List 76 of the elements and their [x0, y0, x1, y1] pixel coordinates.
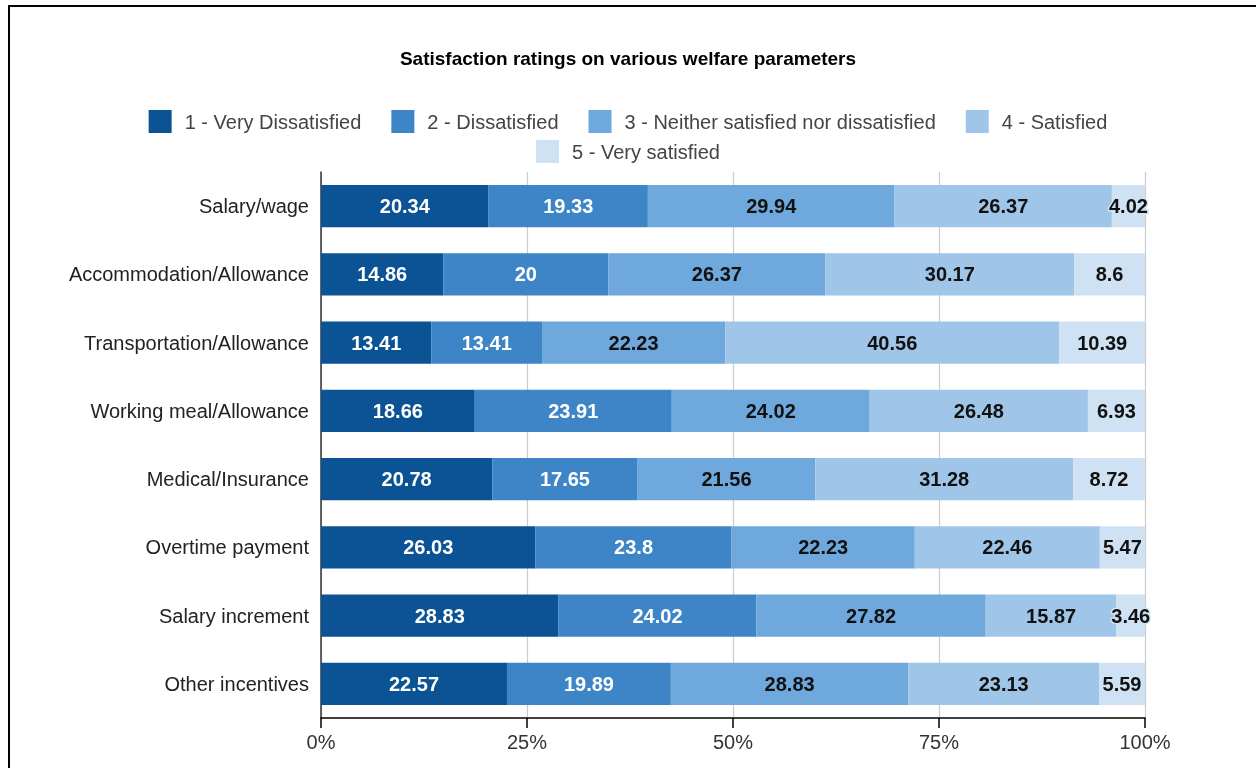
- data-label: 8.6: [1095, 263, 1124, 286]
- data-label: 23.13: [978, 672, 1029, 695]
- bar: [443, 253, 609, 296]
- data-label: 4.02: [1108, 195, 1148, 218]
- y-tick-label: Salary/wage: [198, 195, 309, 218]
- data-label: 13.41: [351, 331, 402, 354]
- bar: [815, 457, 1074, 501]
- data-label: 27.82: [846, 604, 897, 627]
- data-label: 10.39: [1077, 331, 1128, 354]
- data-label: 13.41: [461, 331, 512, 354]
- data-label: 31.28: [919, 468, 970, 491]
- bar: [542, 321, 726, 364]
- data-label: 23.8: [614, 536, 654, 559]
- x-tick-label: 25%: [506, 731, 548, 753]
- legend-label: 1 - Very Dissatisfied: [184, 110, 362, 133]
- bar: [535, 526, 732, 569]
- legend-label: 3 - Neither satisfied nor dissatisfied: [624, 110, 936, 133]
- data-label: 40.56: [867, 331, 918, 354]
- x-tick-label: 50%: [712, 731, 754, 753]
- data-label: 20: [514, 263, 537, 286]
- bar: [558, 594, 757, 637]
- data-label: 22.57: [388, 672, 440, 695]
- data-label: 20.78: [381, 468, 432, 491]
- y-tick-label: Salary increment: [158, 604, 310, 627]
- data-label: 28.83: [764, 672, 815, 695]
- legend-label: 2 - Dissatisfied: [427, 110, 559, 133]
- bar: [756, 594, 986, 637]
- bar: [474, 389, 672, 433]
- bar: [869, 389, 1088, 433]
- data-label: 6.93: [1096, 399, 1136, 422]
- y-tick-label: Working meal/Allowance: [90, 399, 309, 422]
- y-tick-label: Overtime payment: [145, 536, 310, 559]
- data-label: 3.46: [1111, 604, 1151, 627]
- data-label: 26.37: [691, 263, 742, 286]
- x-tick-label: 75%: [918, 731, 960, 753]
- x-tick-label: 100%: [1119, 731, 1171, 753]
- bar: [825, 253, 1075, 296]
- bar: [608, 253, 826, 296]
- y-tick-label: Transportation/Allowance: [84, 331, 309, 354]
- x-tick-label: 0%: [306, 731, 336, 753]
- data-label: 22.46: [982, 536, 1033, 559]
- data-label: 18.66: [372, 399, 423, 422]
- data-label: 19.33: [543, 195, 594, 218]
- data-label: 22.23: [608, 331, 659, 354]
- data-label: 5.47: [1102, 536, 1142, 559]
- legend-label: 4 - Satisfied: [1001, 110, 1108, 133]
- bar: [647, 184, 895, 228]
- data-label: 28.83: [414, 604, 465, 627]
- data-label: 24.02: [632, 604, 683, 627]
- legend-label: 5 - Very satisfied: [572, 140, 720, 163]
- data-label: 30.17: [924, 263, 975, 286]
- data-label: 17.65: [539, 468, 590, 491]
- data-label: 29.94: [746, 195, 798, 218]
- bar: [914, 526, 1100, 569]
- bar: [725, 321, 1060, 364]
- data-label: 14.86: [357, 263, 408, 286]
- bar: [731, 526, 915, 569]
- bar: [670, 662, 909, 706]
- y-tick-label: Accommodation/Allowance: [68, 263, 309, 286]
- data-label: 21.56: [701, 468, 752, 491]
- bar: [321, 594, 559, 637]
- data-label: 8.72: [1089, 468, 1129, 491]
- data-label: 26.48: [953, 399, 1004, 422]
- data-label: 23.91: [548, 399, 599, 422]
- chart-title: Satisfaction ratings on various welfare parameters: [399, 48, 857, 69]
- data-label: 24.02: [745, 399, 796, 422]
- data-label: 26.03: [403, 536, 454, 559]
- bar: [321, 526, 536, 569]
- y-tick-label: Medical/Insurance: [146, 468, 309, 491]
- data-label: 22.23: [798, 536, 849, 559]
- data-label: 15.87: [1026, 604, 1077, 627]
- y-tick-label: Other incentives: [164, 672, 309, 695]
- data-label: 19.89: [563, 672, 614, 695]
- data-label: 5.59: [1102, 672, 1142, 695]
- data-label: 20.34: [379, 195, 431, 218]
- data-label: 26.37: [978, 195, 1029, 218]
